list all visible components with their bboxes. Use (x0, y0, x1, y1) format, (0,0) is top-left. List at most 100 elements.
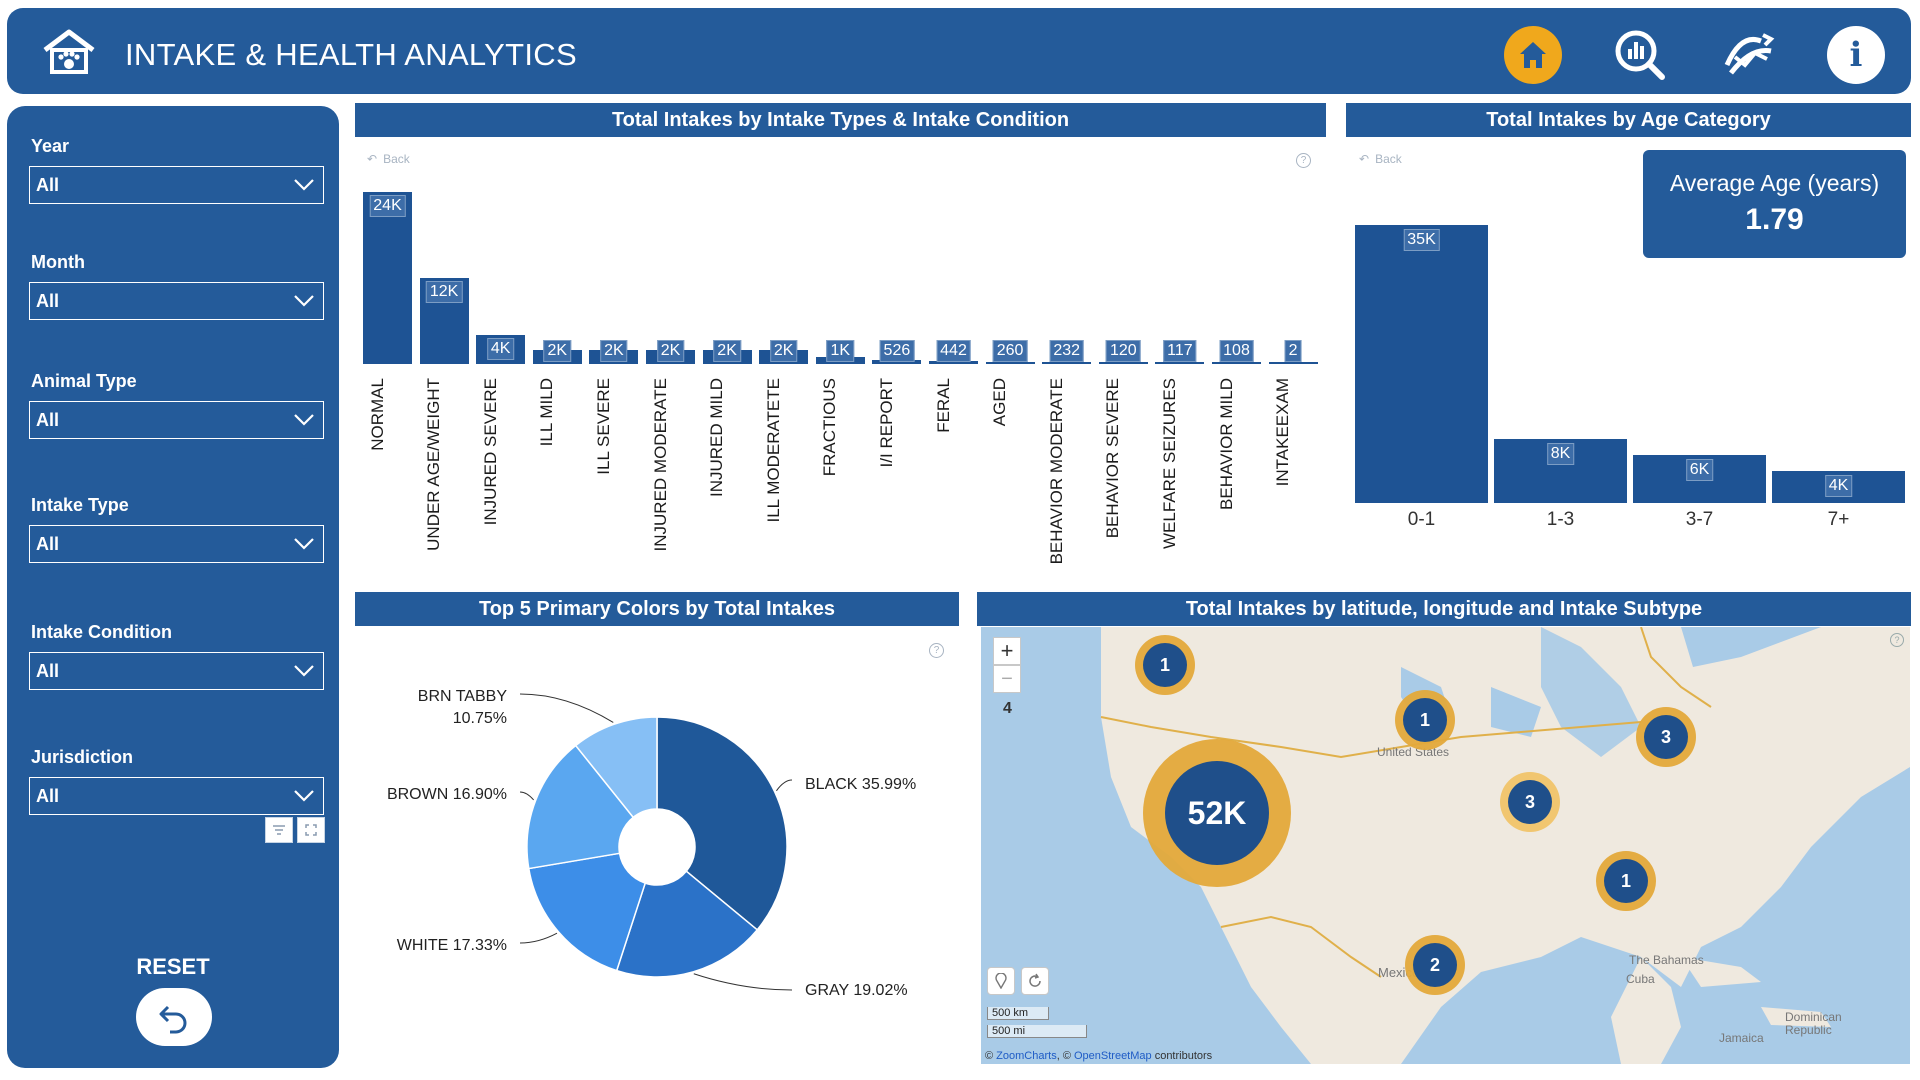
bar[interactable] (1098, 362, 1148, 364)
openstreetmap-link[interactable]: OpenStreetMap (1073, 1050, 1152, 1062)
scale-mi: 500 mi (987, 1025, 1087, 1038)
slice-label: GRAY 19.02% (805, 982, 908, 999)
intake-type-value: All (36, 533, 60, 554)
month-dropdown[interactable]: All (29, 282, 324, 320)
cluster-marker[interactable] (1143, 643, 1187, 687)
cluster-count: 1 (1420, 710, 1430, 730)
animal-type-value: All (36, 409, 60, 430)
map-locate-button[interactable] (987, 967, 1015, 995)
data-label: 2K (543, 340, 572, 362)
filter-label-animal-type: Animal Type (31, 371, 137, 391)
pie-slice[interactable] (574, 716, 658, 819)
map-land (981, 627, 1910, 1064)
leader-line (519, 932, 558, 944)
chevron-down-icon (294, 790, 314, 802)
place-label: The Bahamas (1629, 953, 1704, 967)
filter-options-button[interactable] (265, 817, 293, 843)
filter-label-year: Year (31, 136, 70, 156)
bar[interactable] (929, 360, 978, 364)
pie-slice[interactable] (615, 870, 759, 978)
data-label: 2K (769, 340, 798, 362)
filter-sidebar: Year All Month All Animal Type All Intak… (7, 106, 339, 1068)
back-label: Back (1375, 152, 1402, 166)
analytics-button[interactable] (1611, 26, 1669, 84)
colors-donut-chart: BLACK 35.99% GRAY 19.02% WHITE 17.33% BROWN… (387, 688, 916, 999)
bar[interactable] (1155, 362, 1205, 364)
average-age-card: Average Age (years) 1.79 (1643, 150, 1906, 258)
filter-lines-icon (273, 825, 285, 835)
cluster-marker[interactable] (1644, 715, 1688, 759)
bar[interactable] (363, 192, 412, 364)
category-label: NORMAL (367, 378, 387, 451)
animal-type-dropdown[interactable]: All (29, 401, 324, 439)
zoom-in-button[interactable]: + (993, 637, 1021, 665)
cluster-count: 52K (1188, 795, 1247, 831)
bar[interactable] (1355, 225, 1488, 503)
slice-label: BLACK 35.99% (805, 776, 916, 793)
cluster-marker[interactable] (1604, 859, 1648, 903)
condition-back-button[interactable]: ↶ Back (367, 152, 410, 166)
pie-slice[interactable] (526, 744, 635, 870)
trend-button[interactable] (1720, 26, 1778, 84)
category-label: AGED (990, 378, 1010, 427)
expand-icon (305, 824, 317, 836)
filter-label-month: Month (31, 252, 85, 272)
average-age-value: 1.79 (1745, 203, 1804, 236)
jurisdiction-dropdown[interactable]: All (29, 777, 324, 815)
cluster-count: 3 (1661, 727, 1671, 747)
refresh-icon (1029, 973, 1041, 987)
cluster-marker[interactable] (1403, 698, 1447, 742)
help-icon[interactable]: ? (929, 643, 944, 658)
home-button[interactable] (1504, 26, 1562, 84)
leader-line (776, 779, 793, 792)
help-icon[interactable]: ? (1890, 633, 1904, 647)
bar[interactable] (872, 360, 922, 364)
cluster-marker[interactable] (1165, 761, 1269, 865)
data-label: 4K (1824, 475, 1853, 498)
pie-slice[interactable] (656, 716, 788, 931)
data-label: 35K (1403, 229, 1440, 251)
bar[interactable] (1268, 362, 1318, 364)
intake-map[interactable]: United States Mexico The Bahamas Cuba Do… (981, 627, 1910, 1064)
zoom-out-button[interactable]: − (993, 665, 1021, 693)
cluster-marker[interactable] (1508, 780, 1552, 824)
pie-slice[interactable] (527, 852, 647, 972)
data-label: 6K (1685, 459, 1714, 482)
year-dropdown[interactable]: All (29, 166, 324, 204)
category-label: INJURED MODERATE (650, 378, 670, 552)
category-label: 1-3 (1546, 509, 1575, 530)
info-button[interactable]: i (1827, 26, 1885, 84)
category-label: 7+ (1827, 509, 1850, 530)
attribution-prefix: © (985, 1050, 997, 1062)
colors-chart-title: Top 5 Primary Colors by Total Intakes (355, 592, 959, 626)
data-label: 2K (600, 340, 628, 362)
map-refresh-button[interactable] (1021, 967, 1049, 995)
intake-type-dropdown[interactable]: All (29, 525, 324, 563)
data-label: 526 (879, 340, 915, 362)
category-label: FERAL (933, 378, 953, 433)
zoomcharts-link[interactable]: ZoomCharts (996, 1050, 1057, 1062)
leader-line (519, 791, 535, 801)
leader-line (693, 973, 793, 991)
category-label: FRACTIOUS (820, 378, 840, 477)
category-label: INJURED MILD (707, 378, 727, 498)
attribution-sep: , © (1056, 1050, 1074, 1062)
help-icon[interactable]: ? (1296, 153, 1311, 168)
category-label: 3-7 (1685, 509, 1714, 530)
data-label: 4K (486, 338, 515, 361)
bar[interactable] (985, 362, 1035, 364)
data-label: 2K (713, 340, 741, 362)
category-label: INJURED SEVERE (480, 378, 500, 526)
intake-condition-dropdown[interactable]: All (29, 652, 324, 690)
bar[interactable] (1212, 362, 1261, 364)
category-label: ILL MILD (537, 378, 557, 447)
reset-button[interactable] (136, 988, 212, 1046)
category-label: ILL MODERATETE (763, 378, 783, 523)
bar[interactable] (1042, 362, 1092, 364)
shelter-logo-icon (37, 26, 101, 76)
expand-button[interactable] (297, 817, 325, 843)
cluster-marker[interactable] (1413, 943, 1457, 987)
data-label: 2K (656, 340, 685, 362)
age-back-button[interactable]: ↶ Back (1359, 152, 1402, 166)
chevron-down-icon (294, 295, 314, 307)
